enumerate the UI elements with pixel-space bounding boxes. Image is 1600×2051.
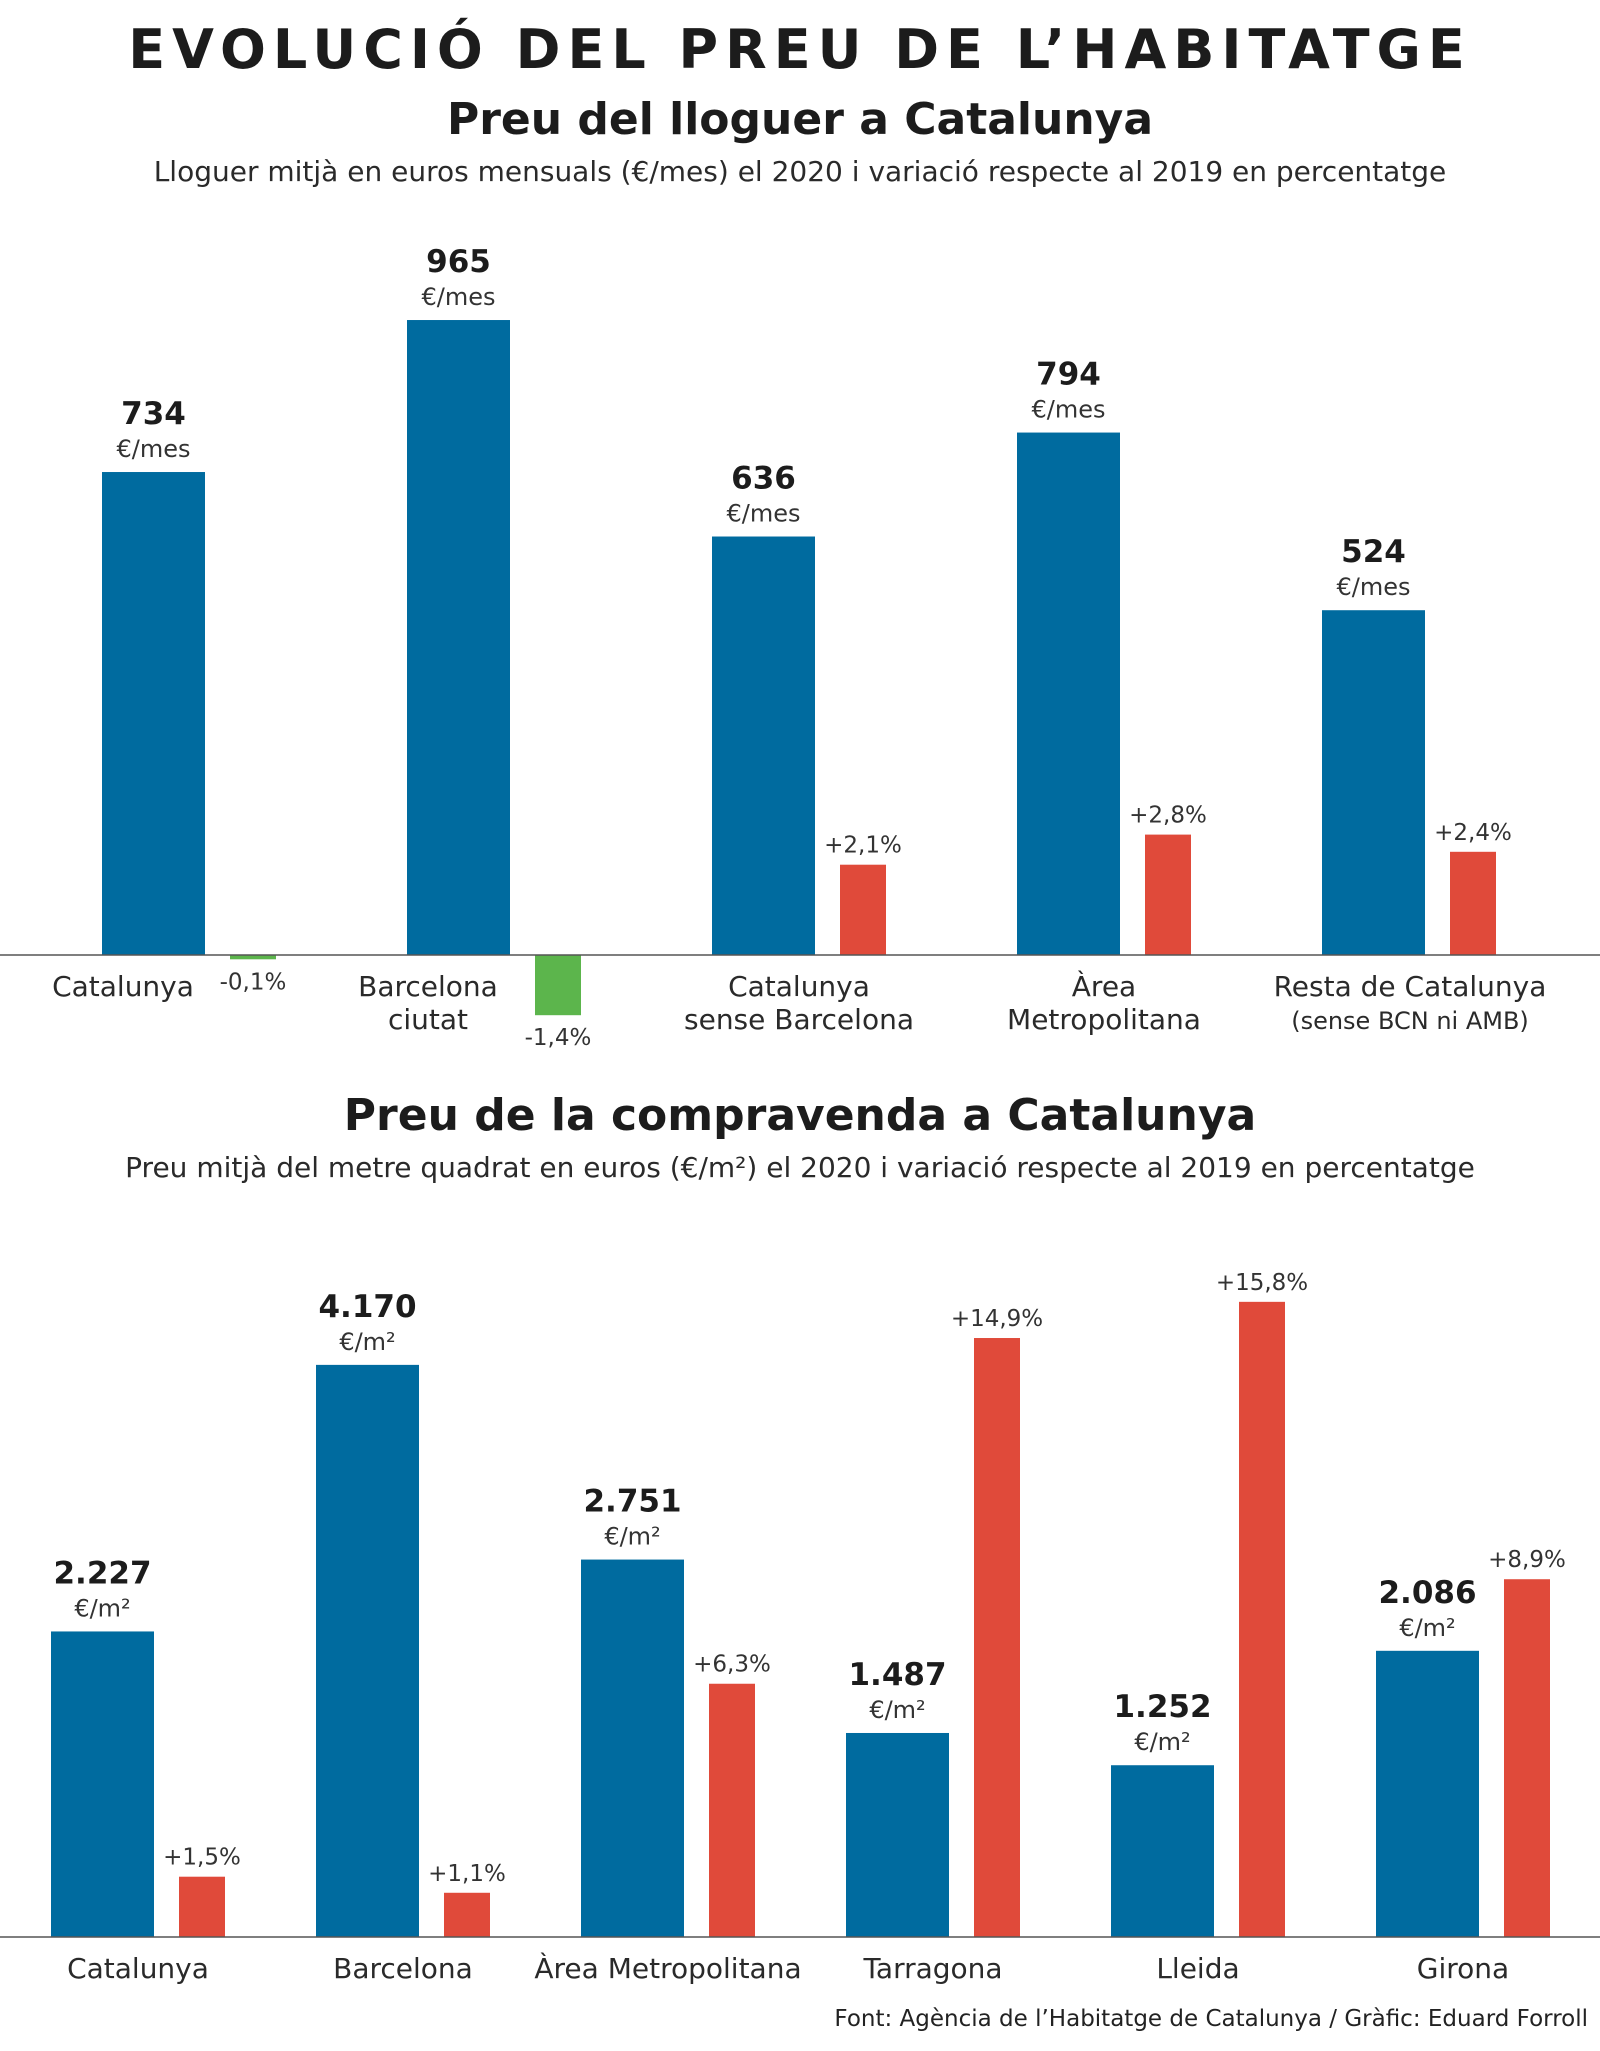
sale-change-label: +1,5% — [163, 1845, 241, 1871]
rent-change-bar — [1450, 851, 1496, 955]
sale-chart-subtitle: Preu mitjà del metre quadrat en euros (€… — [125, 1151, 1475, 1184]
rent-change-bar — [1145, 834, 1191, 955]
sale-price-label: 1.487 — [848, 1657, 946, 1693]
sale-change-label: +14,9% — [951, 1306, 1043, 1332]
sale-change-bar — [444, 1892, 490, 1937]
rent-price-bar — [1017, 432, 1120, 956]
sale-price-bar — [846, 1732, 949, 1937]
sale-price-bar — [1376, 1650, 1479, 1937]
rent-price-label: 794 — [1036, 357, 1101, 393]
rent-category-label: Metropolitana — [1007, 1003, 1201, 1036]
rent-change-label: -0,1% — [220, 969, 287, 995]
sale-unit-label: €/m² — [1134, 1728, 1190, 1756]
rent-change-bar — [230, 955, 276, 960]
rent-category-label: Catalunya — [52, 970, 194, 1003]
sale-change-bar — [179, 1876, 225, 1937]
rent-change-label: -1,4% — [525, 1025, 592, 1051]
rent-price-label: 965 — [426, 244, 491, 280]
sale-change-bar — [974, 1338, 1020, 1937]
rent-price-label: 734 — [121, 396, 186, 432]
sale-price-label: 4.170 — [318, 1289, 416, 1325]
sale-change-label: +15,8% — [1216, 1270, 1308, 1296]
rent-unit-label: €/mes — [1336, 573, 1410, 601]
rent-category-label: sense Barcelona — [684, 1003, 914, 1036]
sale-change-bar — [1504, 1579, 1550, 1937]
sale-price-bar — [51, 1631, 154, 1937]
rent-category-label: (sense BCN ni AMB) — [1291, 1007, 1529, 1035]
sale-price-label: 2.227 — [53, 1555, 151, 1591]
rent-unit-label: €/mes — [116, 435, 190, 463]
sale-category-label: Catalunya — [67, 1952, 209, 1985]
sale-unit-label: €/m² — [1399, 1614, 1455, 1642]
rent-chart-title: Preu del lloguer a Catalunya — [446, 94, 1154, 145]
rent-price-bar — [407, 320, 510, 955]
sale-unit-label: €/m² — [339, 1328, 395, 1356]
sale-category-label: Barcelona — [333, 1952, 473, 1985]
rent-price-label: 636 — [731, 461, 796, 497]
rent-category-label: Resta de Catalunya — [1274, 970, 1547, 1003]
sale-unit-label: €/m² — [74, 1594, 130, 1622]
sale-category-label: Lleida — [1156, 1952, 1239, 1985]
sale-price-bar — [581, 1559, 684, 1937]
rent-change-bar — [840, 864, 886, 955]
rent-category-label: ciutat — [388, 1003, 468, 1036]
rent-unit-label: €/mes — [1031, 396, 1105, 424]
rent-category-label: Barcelona — [358, 970, 498, 1003]
sale-unit-label: €/m² — [604, 1523, 660, 1551]
main-title: EVOLUCIÓ DEL PREU DE L’HABITATGE — [128, 18, 1472, 81]
rent-price-label: 524 — [1341, 534, 1406, 570]
rent-change-label: +2,8% — [1129, 803, 1207, 829]
sale-change-label: +1,1% — [428, 1861, 506, 1887]
sale-category-label: Tarragona — [862, 1952, 1002, 1985]
source-credit: Font: Agència de l’Habitatge de Cataluny… — [834, 2006, 1588, 2032]
rent-unit-label: €/mes — [726, 500, 800, 528]
sale-category-label: Girona — [1417, 1952, 1509, 1985]
rent-change-bar — [535, 955, 581, 1016]
sale-change-label: +8,9% — [1488, 1547, 1566, 1573]
sale-bar-chart: 2.227 €/m² 4.170 €/m² 2.751 €/m² 1.487 €/m² 1.25… — [0, 1270, 1600, 1985]
sale-change-bar — [709, 1683, 755, 1937]
sale-price-bar — [316, 1364, 419, 1937]
sale-price-bar — [1111, 1765, 1214, 1937]
rent-chart-subtitle: Lloguer mitjà en euros mensuals (€/mes) … — [153, 155, 1447, 188]
rent-price-bar — [712, 536, 815, 955]
rent-bar-chart: 734 €/mes 965 €/mes 636 €/mes 794 €/mes 524 €/mes… — [0, 244, 1600, 1051]
rent-category-label: Catalunya — [728, 970, 870, 1003]
rent-unit-label: €/mes — [421, 283, 495, 311]
sale-category-label: Àrea Metropolitana — [534, 1951, 801, 1985]
rent-price-bar — [1322, 610, 1425, 955]
sale-change-bar — [1239, 1301, 1285, 1937]
sale-price-label: 2.751 — [583, 1484, 681, 1520]
sale-price-label: 2.086 — [1378, 1575, 1476, 1611]
rent-change-label: +2,4% — [1434, 820, 1512, 846]
rent-price-bar — [102, 472, 205, 955]
rent-category-label: Àrea — [1072, 969, 1136, 1003]
sale-change-label: +6,3% — [693, 1652, 771, 1678]
sale-unit-label: €/m² — [869, 1696, 925, 1724]
sale-price-label: 1.252 — [1113, 1689, 1211, 1725]
rent-change-label: +2,1% — [824, 833, 902, 859]
sale-chart-title: Preu de la compravenda a Catalunya — [343, 1090, 1257, 1141]
